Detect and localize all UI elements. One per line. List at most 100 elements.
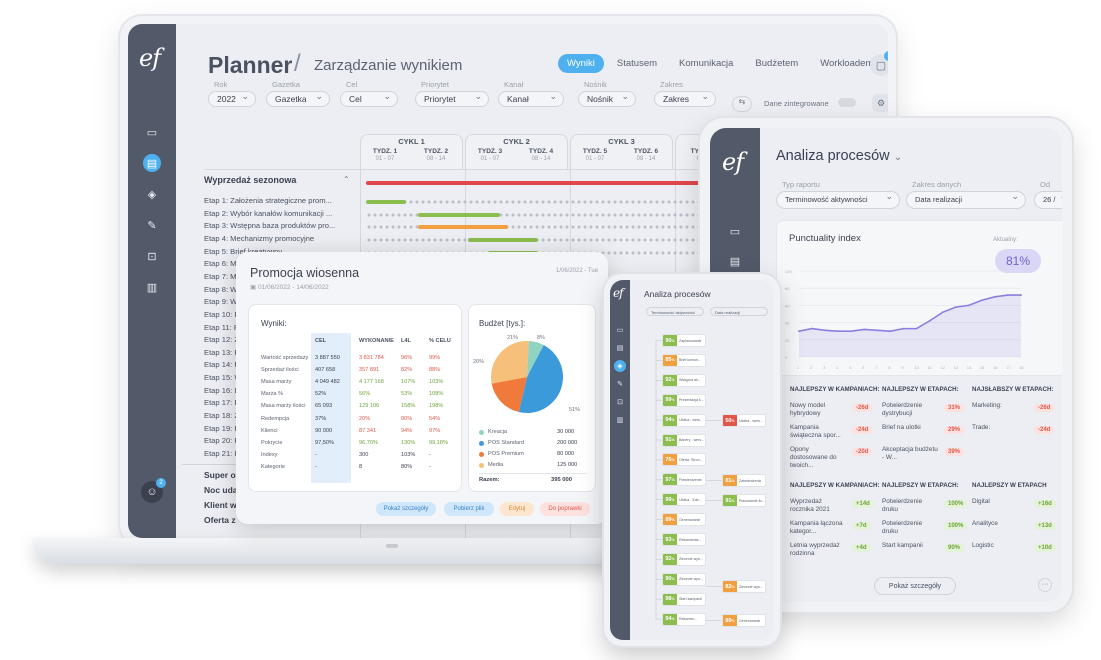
ranking-item[interactable]: Letnia wyprzedaż rodzinna xyxy=(790,542,840,557)
ranking-item[interactable]: Akceptacja budżetu - W... xyxy=(882,446,938,461)
chat-button[interactable]: ▢ 3 xyxy=(870,51,888,76)
process-card[interactable]: 92% Zlecenie wys... xyxy=(662,552,706,566)
inbox-icon[interactable]: ⊡ xyxy=(617,399,623,406)
process-card[interactable]: 99% Prezentacja k... xyxy=(662,393,706,407)
monitor-icon[interactable]: ▭ xyxy=(729,225,741,238)
step-row[interactable]: Etap 19: R xyxy=(204,423,240,433)
ranking-item[interactable]: Marketing: xyxy=(972,402,1002,409)
step-row[interactable]: Etap 3: Wstępna baza produktów pro... xyxy=(204,221,336,231)
ranking-item[interactable]: Kampania łączona kategor... xyxy=(790,520,843,535)
step-row[interactable]: Etap 4: Mechanizmy promocyjne xyxy=(204,233,315,243)
step-row[interactable]: Etap 17: R xyxy=(204,398,240,408)
step-row[interactable]: Etap 7: M xyxy=(204,271,237,281)
group-row[interactable]: Super o xyxy=(204,470,236,480)
process-card[interactable]: 50% Ulotka - wers... xyxy=(722,414,766,427)
ranking-item[interactable]: Potwierdzenie dystrybucji xyxy=(882,402,923,417)
step-row[interactable]: Etap 18: Z xyxy=(204,411,240,421)
filter-select[interactable]: 26 / xyxy=(1034,191,1062,209)
monitor-icon[interactable]: ▭ xyxy=(146,126,158,139)
ranking-item[interactable]: Potwierdzenie druku xyxy=(882,520,923,535)
chevron-down-icon[interactable]: ⌄ xyxy=(893,152,903,163)
process-card[interactable]: 91% Banery - wers... xyxy=(662,433,706,447)
ranking-item[interactable]: Wyprzedaż rocznika 2021 xyxy=(790,498,830,513)
process-card[interactable]: 94% Rekomen... xyxy=(662,612,706,626)
step-row[interactable]: Etap 2: Wybór kanałów komunikacji ... xyxy=(204,208,333,218)
ranking-item[interactable]: Brief na ulotki xyxy=(882,424,921,431)
process-card[interactable]: 90% Zaplanowanie xyxy=(662,334,706,347)
process-card[interactable]: 92% Wstępna ak... xyxy=(662,373,706,387)
filter-select[interactable]: Nośnik xyxy=(578,91,636,107)
step-row[interactable]: Etap 11: P xyxy=(204,322,239,332)
step-row[interactable]: Etap 9: W xyxy=(204,297,238,307)
ranking-item[interactable]: Nowy model hybrydowy xyxy=(790,402,826,417)
action-button-1[interactable]: Pokaż szczegóły xyxy=(376,502,436,516)
step-row[interactable]: Etap 5: Brief kreatywny xyxy=(204,246,283,256)
action-button-3[interactable]: Edytuj xyxy=(500,502,534,516)
tab-workloadem[interactable]: Workloadem xyxy=(820,58,874,69)
group-row[interactable]: Klient w xyxy=(204,500,237,510)
group-row[interactable]: Oferta z xyxy=(204,515,236,525)
filter-select[interactable]: Priorytet xyxy=(415,91,489,107)
process-card[interactable]: 75% Oferta. Stron... xyxy=(662,453,706,467)
step-row[interactable]: Etap 13: P xyxy=(204,347,240,357)
pen-icon[interactable]: ✎ xyxy=(147,219,157,232)
action-button-4[interactable]: Do poprawki xyxy=(540,502,590,516)
step-row[interactable]: Etap 15: W xyxy=(204,373,242,383)
ranking-item[interactable]: Kampania świąteczna spor... xyxy=(790,424,841,439)
action-button-2[interactable]: Pobierz plik xyxy=(444,502,494,516)
ranking-item[interactable]: Opony dostosowane do twoich... xyxy=(790,446,837,469)
filter-select[interactable]: Cel xyxy=(340,91,398,107)
step-row[interactable]: Etap 21: R xyxy=(204,449,240,458)
step-row[interactable]: Etap 8: W xyxy=(204,284,238,294)
step-row[interactable]: Etap 10: P xyxy=(204,309,240,319)
document-icon[interactable]: ▤ xyxy=(616,345,624,352)
settings-icon[interactable]: ⚙ xyxy=(872,94,888,112)
step-row[interactable]: Etap 14: F xyxy=(204,360,240,370)
filter-select[interactable]: 2022 xyxy=(208,91,256,107)
ranking-item[interactable]: Start kampanii xyxy=(882,542,923,549)
layers-icon[interactable]: ◈ xyxy=(614,360,626,372)
step-row[interactable]: Etap 16: D xyxy=(204,385,240,395)
process-card[interactable]: 99% Ulotka - Zde... xyxy=(662,493,706,507)
tab-komunikacja[interactable]: Komunikacja xyxy=(679,58,734,69)
step-row[interactable]: Etap 6: M xyxy=(204,259,237,269)
ranking-item[interactable]: Potwierdzenie druku xyxy=(882,498,923,513)
document-icon[interactable]: ▤ xyxy=(729,255,741,268)
process-card[interactable]: 91% Planowanie lic... xyxy=(722,494,766,507)
chart-icon[interactable]: ▥ xyxy=(616,417,624,424)
step-row[interactable]: Etap 20: R xyxy=(204,436,240,446)
process-card[interactable]: 97% Potwierdzenie xyxy=(662,473,706,487)
ranking-item[interactable]: Trade: xyxy=(972,424,991,431)
more-icon[interactable]: ··· xyxy=(1038,578,1052,592)
group-row[interactable]: Noc uda xyxy=(204,485,238,495)
process-card[interactable]: 90% Zlecenie wys... xyxy=(662,572,706,586)
process-card[interactable]: 81% Zatwierdzenie xyxy=(722,474,766,487)
chart-icon[interactable]: ▥ xyxy=(146,281,158,294)
filter-select[interactable]: Terminowość aktywności xyxy=(776,191,900,209)
filter-select[interactable]: Gazetka xyxy=(266,91,330,107)
phone-filter-range[interactable]: Data realizacji xyxy=(710,307,768,316)
ranking-item[interactable]: Digital xyxy=(972,498,990,505)
filter-select[interactable]: Kanał xyxy=(498,91,564,107)
tab-wyniki[interactable]: Wyniki xyxy=(558,54,604,73)
user-avatar-icon[interactable]: ☺ 2 xyxy=(141,478,166,503)
collapse-icon[interactable]: ⌃ xyxy=(343,175,350,184)
show-details-button[interactable]: Pokaż szczegóły xyxy=(874,577,956,595)
swap-icon[interactable]: ⇆ xyxy=(732,96,752,112)
tab-budzetem[interactable]: Budżetem xyxy=(755,58,799,69)
step-row[interactable]: Etap 12: Z xyxy=(204,335,240,345)
process-card[interactable]: 82% Zlecenie wys... xyxy=(722,580,766,593)
process-card[interactable]: 85% Brief komun... xyxy=(662,353,706,367)
process-card[interactable]: 98% Start kampanii xyxy=(662,592,706,606)
integrated-toggle[interactable] xyxy=(838,98,856,107)
filter-select[interactable]: Data realizacji xyxy=(906,191,1026,209)
ranking-item[interactable]: Analityce xyxy=(972,520,998,527)
filter-select[interactable]: Zakres xyxy=(654,91,716,107)
ranking-item[interactable]: Logistic xyxy=(972,542,994,549)
tab-statusem[interactable]: Statusem xyxy=(616,58,658,69)
pen-icon[interactable]: ✎ xyxy=(617,381,623,388)
process-card[interactable]: 89% Generowanie xyxy=(722,614,766,627)
document-icon[interactable]: ▤ xyxy=(143,154,161,172)
layers-icon[interactable]: ◈ xyxy=(147,188,157,201)
inbox-icon[interactable]: ⊡ xyxy=(147,250,157,263)
